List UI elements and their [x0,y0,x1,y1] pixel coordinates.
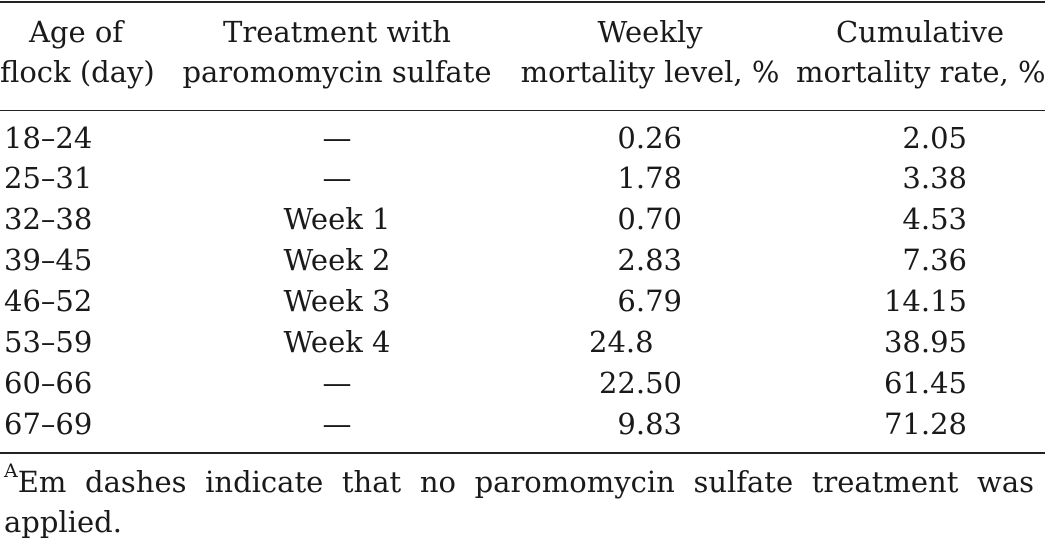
header-treatment-line2: paromomycin sulfate [182,55,492,89]
header-age-line2: flock (day) [0,55,155,89]
header-weekly-mortality: Weekly mortality level, % [520,12,780,92]
cell-age: 46–52 [4,284,93,318]
cell-treatment: Week 2 [283,243,391,277]
cell-treatment: — [322,121,352,155]
cell-cumulative-mortality: 38.95 [883,325,967,359]
table-row: 53–59 Week 4 24.8 38.95 [0,322,1045,362]
header-cumulative-line2: mortality rate, % [796,55,1045,89]
cell-weekly-mortality: 0.70 [617,202,682,236]
cell-weekly-mortality: 22.50 [598,366,682,400]
cell-treatment: Week 3 [283,284,391,318]
cell-cumulative-mortality: 4.53 [902,202,967,236]
cell-cumulative-mortality: 61.45 [883,366,967,400]
cell-cumulative-mortality: 14.15 [883,284,967,318]
table-row: 18–24 — 0.26 2.05 [0,118,1045,158]
cell-cumulative-mortality: 7.36 [902,243,967,277]
cell-age: 67–69 [4,407,93,441]
cell-weekly-mortality: 2.83 [617,243,682,277]
cell-weekly-mortality: 0.26 [617,121,682,155]
footnote-text: Em dashes indicate that no paromomycin s… [4,465,1034,539]
table-row: 67–69 — 9.83 71.28 [0,404,1045,444]
cell-weekly-mortality: 1.78 [617,161,682,195]
table-row: 25–31 — 1.78 3.38 [0,158,1045,198]
table-row: 46–52 Week 3 6.79 14.15 [0,281,1045,321]
table-bottom-rule [0,452,1045,454]
cell-cumulative-mortality: 2.05 [902,121,967,155]
header-weekly-line1: Weekly [597,15,703,49]
cell-age: 60–66 [4,366,93,400]
cell-age: 39–45 [4,243,93,277]
header-cumulative-mortality: Cumulative mortality rate, % [796,12,1045,92]
table-header-rule [0,110,1045,111]
header-treatment: Treatment with paromomycin sulfate [180,12,494,92]
cell-age: 25–31 [4,161,93,195]
footnote-marker: A [4,460,18,483]
cell-age: 18–24 [4,121,93,155]
cell-age: 53–59 [4,325,93,359]
header-weekly-line2: mortality level, % [520,55,780,89]
header-treatment-line1: Treatment with [223,15,451,49]
table-row: 39–45 Week 2 2.83 7.36 [0,240,1045,280]
header-age-of-flock: Age of flock (day) [0,12,155,92]
header-cumulative-line1: Cumulative [835,15,1005,49]
cell-weekly-mortality: 24.8 [589,325,654,359]
cell-treatment: — [322,366,352,400]
cell-treatment: Week 4 [283,325,391,359]
cell-treatment: — [322,407,352,441]
cell-cumulative-mortality: 71.28 [883,407,967,441]
table-top-rule [0,1,1045,3]
cell-weekly-mortality: 9.83 [617,407,682,441]
cell-age: 32–38 [4,202,93,236]
cell-treatment: — [322,161,352,195]
table-row: 60–66 — 22.50 61.45 [0,363,1045,403]
cell-treatment: Week 1 [283,202,391,236]
header-age-line1: Age of [28,15,124,49]
cell-cumulative-mortality: 3.38 [902,161,967,195]
table-footnote: AEm dashes indicate that no paromomycin … [4,462,1034,542]
table-row: 32–38 Week 1 0.70 4.53 [0,199,1045,239]
cell-weekly-mortality: 6.79 [617,284,682,318]
